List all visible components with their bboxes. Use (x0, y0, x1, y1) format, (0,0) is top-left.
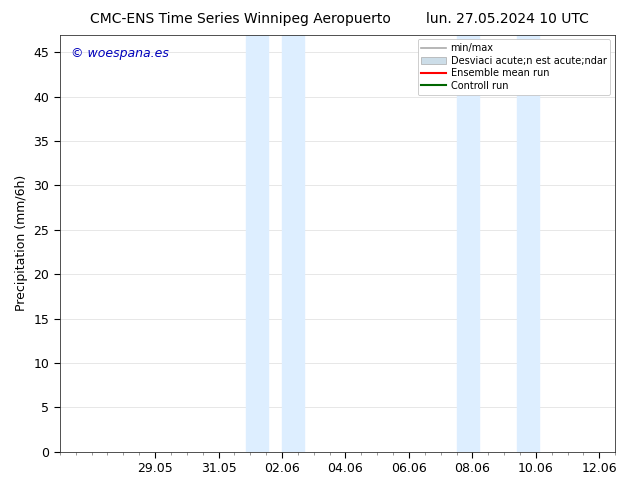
Bar (282, 35, 304, 452)
Bar (517, 35, 539, 452)
Text: © woespana.es: © woespana.es (71, 47, 169, 60)
Bar (245, 35, 268, 452)
Legend: min/max, Desviaci acute;n est acute;ndar, Ensemble mean run, Controll run: min/max, Desviaci acute;n est acute;ndar… (418, 40, 611, 95)
Y-axis label: Precipitation (mm/6h): Precipitation (mm/6h) (15, 175, 28, 311)
Bar (456, 35, 479, 452)
Text: CMC-ENS Time Series Winnipeg Aeropuerto: CMC-ENS Time Series Winnipeg Aeropuerto (91, 12, 391, 26)
Text: lun. 27.05.2024 10 UTC: lun. 27.05.2024 10 UTC (426, 12, 588, 26)
